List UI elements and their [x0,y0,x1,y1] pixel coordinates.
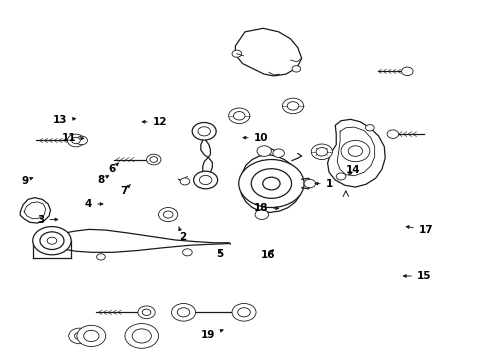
Circle shape [84,330,99,342]
Circle shape [238,308,250,317]
Circle shape [341,140,370,162]
Text: 6: 6 [108,163,119,174]
Circle shape [304,179,316,188]
Circle shape [147,154,161,165]
Circle shape [251,169,292,198]
Circle shape [69,328,90,344]
Text: 5: 5 [217,249,223,259]
Circle shape [194,171,218,189]
Circle shape [233,112,245,120]
Circle shape [125,324,159,348]
Circle shape [33,226,71,255]
Polygon shape [235,28,302,76]
Text: 4: 4 [85,199,103,209]
Circle shape [132,329,151,343]
Circle shape [180,178,190,185]
Circle shape [229,108,250,123]
Circle shape [76,136,88,145]
Circle shape [316,148,328,156]
Text: 10: 10 [243,133,268,143]
Circle shape [159,207,178,222]
Text: 15: 15 [403,271,431,281]
Text: 2: 2 [179,227,186,242]
Circle shape [348,146,363,156]
Circle shape [366,125,374,131]
Circle shape [192,122,216,140]
Circle shape [172,303,196,321]
Text: 7: 7 [121,184,130,195]
Circle shape [72,137,80,144]
Circle shape [387,130,399,138]
Circle shape [232,303,256,321]
Circle shape [282,98,304,114]
Circle shape [199,175,212,185]
Circle shape [77,325,106,347]
Text: 3: 3 [37,215,58,225]
Circle shape [287,102,299,110]
Circle shape [273,149,284,157]
Text: 12: 12 [142,117,167,127]
Text: 8: 8 [98,175,109,185]
Polygon shape [240,154,303,212]
Text: 17: 17 [406,225,434,235]
Polygon shape [328,119,385,187]
Text: 11: 11 [61,133,84,143]
Text: 1: 1 [315,179,333,189]
Text: 9: 9 [22,176,33,186]
Circle shape [74,332,84,339]
Circle shape [263,177,280,190]
Circle shape [257,146,271,156]
Circle shape [163,211,173,218]
Text: 19: 19 [201,329,223,339]
Circle shape [336,173,346,180]
Circle shape [198,127,210,136]
Circle shape [40,232,64,249]
Text: 14: 14 [346,165,361,175]
Circle shape [67,134,85,147]
Circle shape [239,159,304,207]
Polygon shape [20,198,50,223]
Circle shape [311,144,332,159]
Text: 18: 18 [253,203,279,213]
Text: 16: 16 [261,249,275,260]
Circle shape [150,157,158,162]
Circle shape [292,66,301,72]
Circle shape [138,306,155,319]
Circle shape [142,309,151,315]
Circle shape [177,308,190,317]
Text: 13: 13 [53,115,75,125]
Circle shape [183,249,192,256]
Circle shape [97,254,105,260]
Circle shape [47,237,57,244]
Circle shape [232,50,242,57]
Circle shape [255,210,269,220]
Circle shape [401,67,413,76]
